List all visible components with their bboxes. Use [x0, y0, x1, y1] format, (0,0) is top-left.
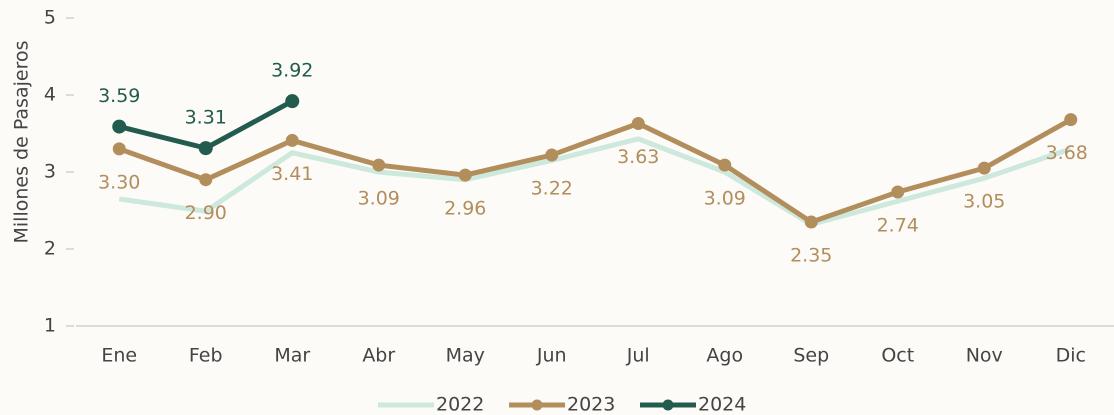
point [978, 162, 991, 175]
data-label: 3.30 [98, 171, 140, 193]
point [113, 142, 126, 155]
data-label: 3.22 [531, 178, 573, 200]
data-label: 3.31 [185, 107, 227, 129]
x-tick-label: Nov [966, 345, 1003, 367]
point [112, 120, 126, 134]
x-tick-label: Sep [793, 345, 829, 367]
y-tick-label: 4 [44, 84, 56, 106]
point [1064, 113, 1077, 126]
data-label: 2.96 [444, 198, 486, 220]
data-label: 2.74 [877, 215, 919, 237]
chart: Millones de Pasajeros 1 2 3 4 5 Ene Feb Mar Abr M… [0, 0, 1114, 415]
data-label: 3.41 [271, 163, 313, 185]
legend-label: 2022 [436, 394, 484, 415]
data-label: 3.92 [271, 60, 313, 82]
legend-label: 2023 [567, 394, 615, 415]
x-tick-label: Ene [101, 345, 137, 367]
x-tick-label: Mar [274, 345, 310, 367]
point [632, 117, 645, 130]
point [372, 159, 385, 172]
x-tick-label: Dic [1056, 345, 1086, 367]
x-tick-label: Ago [706, 345, 743, 367]
data-label: 3.09 [358, 188, 400, 210]
point [285, 94, 299, 108]
x-tick-label: Feb [189, 345, 223, 367]
legend-marker [663, 400, 674, 411]
point [805, 216, 818, 229]
point [199, 173, 212, 186]
y-tick-label: 5 [44, 7, 56, 29]
point [545, 149, 558, 162]
point [718, 159, 731, 172]
x-tick-label: May [446, 345, 485, 367]
data-label: 3.09 [704, 188, 746, 210]
data-label: 2.90 [185, 202, 227, 224]
data-label: 2.35 [790, 245, 832, 267]
data-label: 3.59 [98, 85, 140, 107]
x-tick-label: Jun [536, 345, 567, 367]
data-label: 3.68 [1046, 142, 1088, 164]
point [891, 186, 904, 199]
data-label: 3.63 [617, 146, 659, 168]
y-axis-label: Millones de Pasajeros [11, 41, 33, 244]
y-tick-label: 2 [44, 238, 56, 260]
data-label: 3.05 [963, 191, 1005, 213]
x-tick-label: Oct [881, 345, 914, 367]
point [199, 141, 213, 155]
y-tick-label: 1 [44, 315, 56, 337]
x-tick-label: Abr [362, 345, 395, 367]
y-tick-label: 3 [44, 161, 56, 183]
legend-marker [532, 400, 543, 411]
point [459, 169, 472, 182]
x-tick-label: Jul [626, 345, 650, 367]
point [286, 134, 299, 147]
legend-label: 2024 [698, 394, 746, 415]
